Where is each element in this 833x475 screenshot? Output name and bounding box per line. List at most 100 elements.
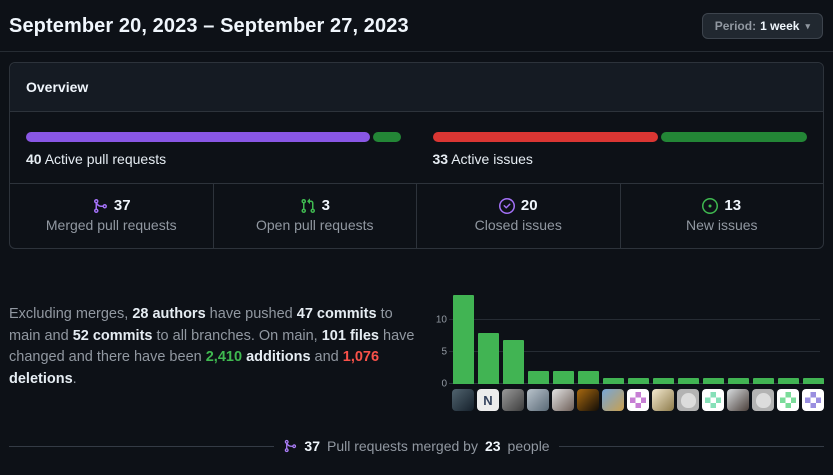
identicon-pattern bbox=[705, 392, 721, 408]
summary-segment: to main and bbox=[9, 306, 393, 344]
commit-bar bbox=[478, 333, 499, 384]
overview-card: Overview 40 Active pull requests 33 Acti… bbox=[9, 62, 824, 249]
contributor-avatar[interactable]: N bbox=[477, 389, 499, 411]
contributor-avatars-row: N bbox=[452, 389, 824, 411]
commit-bar bbox=[653, 377, 674, 384]
summary-segment: 101 files bbox=[321, 327, 379, 344]
commit-bar bbox=[728, 377, 749, 384]
contributor-avatar[interactable] bbox=[752, 389, 774, 411]
contributor-avatar[interactable] bbox=[502, 389, 524, 411]
stat-closed-issues[interactable]: 20 Closed issues bbox=[416, 184, 620, 248]
active-pull-requests-count: 40 bbox=[26, 151, 42, 167]
active-pull-requests-block: 40 Active pull requests bbox=[10, 132, 417, 167]
commit-bar bbox=[603, 377, 624, 384]
commit-bar bbox=[503, 339, 524, 384]
summary-segment: 47 commits bbox=[296, 306, 377, 322]
meter-segment-merged bbox=[26, 132, 370, 142]
commit-bar bbox=[703, 377, 724, 384]
divider-line-right bbox=[558, 445, 825, 447]
commit-bar bbox=[778, 377, 799, 384]
activity-summary-text: Excluding merges, 28 authors have pushed… bbox=[9, 291, 415, 411]
merged-count: 37 bbox=[304, 438, 320, 454]
people-count: 23 bbox=[484, 438, 501, 454]
stat-merged-pull-requests[interactable]: 37 Merged pull requests bbox=[45, 197, 177, 233]
period-value: 1 week bbox=[760, 19, 800, 33]
summary-segment: and bbox=[310, 349, 343, 365]
commit-bar bbox=[678, 377, 699, 384]
commit-bar bbox=[753, 377, 774, 384]
git-merge-icon bbox=[92, 198, 108, 214]
octocat-silhouette-icon bbox=[680, 392, 696, 408]
summary-segment: to all branches. On main, bbox=[152, 327, 322, 344]
merged-by-summary: 37 Pull requests merged by 23 people bbox=[283, 438, 550, 454]
contributor-avatar[interactable] bbox=[577, 389, 599, 411]
commit-bar bbox=[528, 371, 549, 384]
stat-open-pull-requests[interactable]: 3 Open pull requests bbox=[212, 184, 417, 248]
contributor-avatar[interactable] bbox=[452, 389, 474, 411]
meter-segment-new bbox=[660, 132, 807, 142]
meter-segment-closed bbox=[432, 132, 658, 142]
contributor-avatar[interactable] bbox=[602, 389, 624, 411]
contributor-avatar[interactable] bbox=[727, 389, 749, 411]
period-dropdown-button[interactable]: Period: 1 week ▾ bbox=[701, 13, 823, 39]
commit-bar bbox=[453, 295, 474, 384]
period-prefix: Period: bbox=[714, 19, 757, 33]
summary-segment: 1,076 bbox=[342, 349, 380, 365]
commit-bar bbox=[803, 377, 824, 384]
commit-bar bbox=[553, 371, 574, 384]
contributor-avatar[interactable] bbox=[802, 389, 824, 411]
page-title: September 20, 2023 – September 27, 2023 bbox=[9, 14, 409, 37]
summary-segment: . bbox=[72, 370, 77, 387]
summary-segment: 2,410 bbox=[205, 349, 243, 365]
summary-segment: Excluding merges, bbox=[9, 306, 133, 322]
contributor-avatar[interactable] bbox=[702, 389, 724, 411]
contributor-avatar[interactable] bbox=[627, 389, 649, 411]
summary-segment: have changed and there have been bbox=[9, 327, 415, 366]
overview-card-header: Overview bbox=[10, 63, 823, 112]
identicon-pattern bbox=[805, 392, 821, 408]
page-header: September 20, 2023 – September 27, 2023 … bbox=[0, 0, 833, 52]
merged-by-divider: 37 Pull requests merged by 23 people bbox=[0, 438, 833, 454]
contributor-avatar[interactable] bbox=[677, 389, 699, 411]
contributor-avatar[interactable] bbox=[552, 389, 574, 411]
divider-line-left bbox=[9, 445, 275, 447]
commit-bar bbox=[578, 371, 599, 384]
commit-bar bbox=[628, 377, 649, 384]
lower-section: Excluding merges, 28 authors have pushed… bbox=[0, 291, 833, 411]
y-axis-tick-label: 10 bbox=[435, 314, 447, 326]
chevron-down-icon: ▾ bbox=[805, 20, 810, 31]
summary-segment: 28 authors bbox=[132, 306, 206, 322]
issue-opened-icon bbox=[702, 197, 719, 214]
pull-requests-meter bbox=[26, 132, 401, 142]
meter-segment-open bbox=[372, 132, 401, 142]
issue-closed-icon bbox=[498, 197, 515, 214]
contributor-avatar[interactable] bbox=[527, 389, 549, 411]
active-issues-label: 33 Active issues bbox=[432, 151, 533, 167]
overview-title: Overview bbox=[26, 79, 89, 95]
gridline-10 bbox=[449, 319, 820, 321]
contributor-avatar[interactable] bbox=[652, 389, 674, 411]
merged-by-text: Pull requests merged by bbox=[327, 438, 478, 454]
contributor-avatar[interactable] bbox=[777, 389, 799, 411]
stat-new-issues[interactable]: 13 New issues bbox=[619, 184, 824, 248]
summary-segment: deletions bbox=[9, 370, 73, 387]
issues-meter bbox=[432, 132, 807, 142]
git-pull-request-icon bbox=[300, 198, 316, 214]
active-issues-block: 33 Active issues bbox=[417, 132, 824, 167]
identicon-pattern bbox=[780, 392, 796, 408]
active-pull-requests-label: 40 Active pull requests bbox=[26, 151, 167, 167]
y-axis-tick-label: 0 bbox=[441, 378, 447, 390]
bars-group bbox=[453, 295, 824, 384]
octocat-silhouette-icon bbox=[755, 392, 771, 408]
identicon-pattern bbox=[630, 392, 646, 408]
stats-row: 37 Merged pull requests 3 Open pull requ… bbox=[10, 183, 823, 248]
progress-row: 40 Active pull requests 33 Active issues bbox=[10, 112, 823, 183]
summary-segment: have pushed bbox=[205, 306, 297, 322]
avatar-letter: N bbox=[483, 392, 493, 408]
active-issues-count: 33 bbox=[432, 151, 449, 167]
gridline-5 bbox=[449, 351, 820, 353]
y-axis-tick-label: 5 bbox=[441, 346, 447, 358]
people-text: people bbox=[507, 438, 550, 454]
git-merge-icon bbox=[283, 439, 297, 453]
